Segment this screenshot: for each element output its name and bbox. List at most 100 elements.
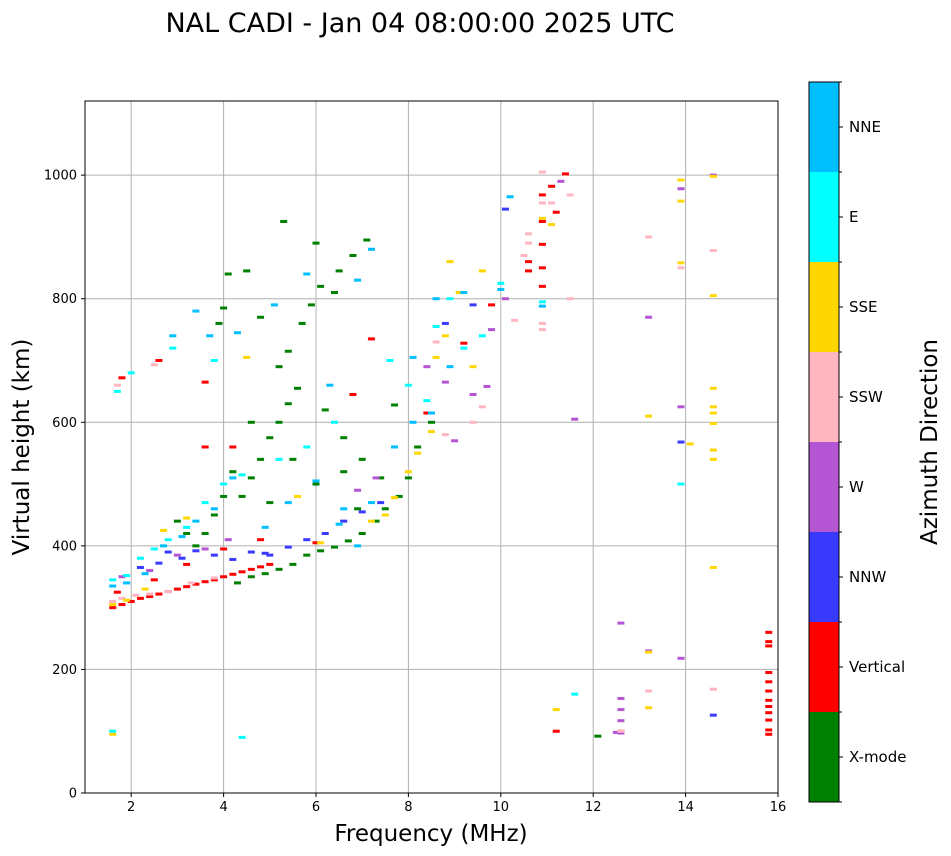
data-point: [257, 457, 265, 461]
data-point: [275, 365, 283, 369]
data-point: [709, 249, 717, 253]
series-e: [109, 281, 685, 739]
data-point: [765, 698, 773, 702]
data-point: [257, 538, 265, 542]
data-point: [173, 553, 181, 557]
data-point: [113, 389, 121, 393]
data-point: [538, 170, 546, 174]
series-x-mode: [173, 219, 602, 738]
data-point: [538, 216, 546, 220]
data-point: [229, 476, 237, 480]
data-point: [372, 519, 380, 523]
data-point: [257, 315, 265, 319]
data-point: [617, 731, 625, 735]
data-point: [146, 569, 154, 573]
data-point: [677, 405, 685, 409]
data-point: [552, 708, 560, 712]
data-point: [238, 570, 246, 574]
data-point: [210, 507, 218, 511]
data-point: [367, 501, 375, 505]
data-point: [150, 363, 158, 367]
data-point: [280, 219, 288, 223]
plot-area: [85, 101, 778, 793]
data-point: [367, 519, 375, 523]
data-point: [160, 544, 168, 548]
colorbar-segment: [809, 172, 839, 262]
data-point: [765, 644, 773, 648]
data-point: [645, 706, 653, 710]
data-point: [109, 732, 117, 736]
data-point: [123, 574, 131, 578]
data-point: [358, 457, 366, 461]
data-point: [455, 291, 463, 295]
data-point: [404, 383, 412, 387]
data-point: [488, 328, 496, 332]
y-tick-label: 200: [52, 663, 77, 678]
data-point: [409, 420, 417, 424]
data-point: [414, 445, 422, 449]
data-point: [192, 582, 200, 586]
data-point: [501, 207, 509, 211]
data-point: [432, 340, 440, 344]
data-point: [428, 411, 435, 415]
series-sse: [109, 174, 717, 736]
colorbar-label-nne: NNE: [849, 118, 881, 136]
data-point: [538, 328, 546, 332]
data-point: [617, 719, 625, 723]
data-point: [391, 496, 399, 500]
x-axis-label: Frequency (MHz): [334, 821, 527, 847]
data-point: [118, 603, 126, 607]
colorbar-label-sse: SSE: [849, 298, 878, 316]
data-point: [201, 532, 209, 535]
data-point: [677, 656, 685, 660]
data-point: [612, 730, 620, 734]
data-point: [210, 576, 218, 580]
data-point: [164, 538, 172, 542]
data-point: [538, 321, 546, 325]
data-point: [538, 300, 546, 304]
data-point: [215, 321, 223, 325]
colorbar-label-x-mode: X-mode: [849, 748, 906, 766]
data-point: [220, 482, 228, 486]
data-point: [538, 266, 546, 270]
data-point: [377, 501, 385, 505]
data-point: [192, 549, 200, 553]
colorbar-frame: [808, 81, 840, 803]
data-point: [210, 359, 218, 362]
data-point: [344, 539, 352, 543]
x-tick-label: 16: [770, 800, 787, 815]
data-point: [677, 261, 685, 265]
data-point: [594, 734, 602, 738]
data-point: [192, 519, 200, 523]
data-point: [446, 297, 454, 301]
data-point: [173, 519, 181, 523]
data-point: [266, 436, 274, 440]
y-tick-label: 800: [52, 292, 77, 307]
data-point: [210, 553, 218, 557]
data-point: [354, 488, 362, 492]
data-point: [432, 297, 440, 301]
data-point: [483, 384, 491, 388]
data-point: [155, 561, 163, 565]
data-point: [136, 596, 144, 600]
data-point: [150, 547, 158, 551]
data-point: [224, 272, 232, 276]
data-point: [617, 708, 625, 712]
data-point: [312, 541, 320, 545]
data-point: [765, 732, 773, 736]
data-point: [247, 420, 255, 424]
data-point: [192, 309, 200, 313]
data-point: [150, 578, 158, 582]
data-point: [765, 728, 773, 732]
data-point: [132, 593, 140, 597]
data-point: [404, 470, 412, 474]
data-point: [709, 386, 717, 390]
data-point: [201, 445, 209, 449]
data-point: [307, 303, 315, 307]
data-point: [141, 572, 149, 576]
data-point: [525, 241, 533, 245]
data-point: [349, 253, 357, 257]
data-point: [460, 346, 468, 350]
colorbar-segment: [809, 262, 839, 352]
data-point: [123, 598, 131, 602]
